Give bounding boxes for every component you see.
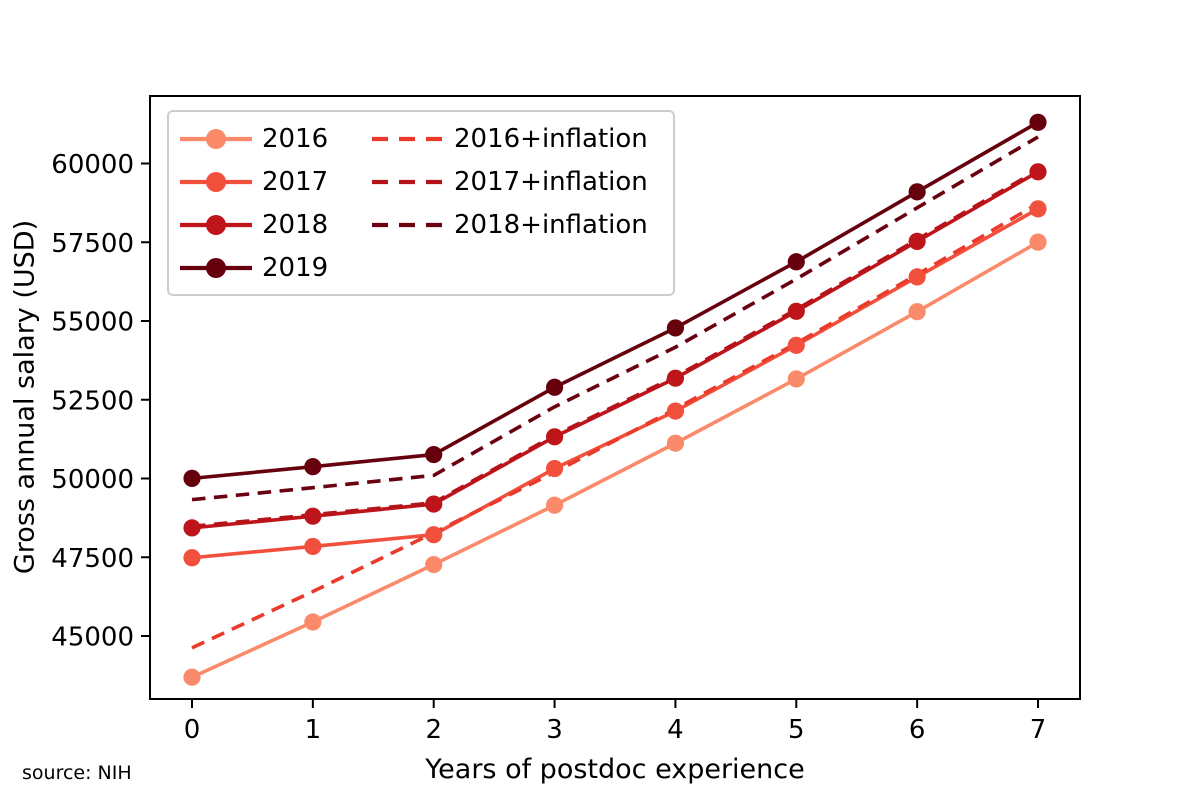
marker-2018-x7 — [1029, 163, 1047, 181]
y-tick-label: 50000 — [51, 465, 134, 495]
dashed-line-swatch-icon — [372, 222, 444, 227]
y-tick-label: 60000 — [51, 150, 134, 180]
legend-label: 2018+inflation — [454, 209, 648, 240]
legend-item-2017-plus-inflation: 2017+inflation — [372, 160, 648, 203]
dashed-line-swatch-icon — [372, 136, 444, 141]
marker-2018-x2 — [425, 495, 443, 513]
marker-2017-x6 — [908, 268, 926, 286]
marker-2017-x2 — [425, 526, 443, 544]
legend-label: 2016 — [262, 123, 329, 154]
marker-2017-x7 — [1029, 200, 1047, 218]
marker-2016-x6 — [908, 303, 926, 321]
legend-label: 2017+inflation — [454, 166, 648, 197]
series-line-2019 — [191, 120, 1039, 481]
line-marker-swatch-icon — [180, 128, 252, 149]
marker-2016-x3 — [545, 496, 564, 514]
legend-item-2018: 2018 — [180, 203, 372, 246]
series-line-2016-plus-inflation — [191, 201, 1039, 650]
marker-2016-x0 — [183, 668, 201, 686]
legend-item-2016-plus-inflation: 2016+inflation — [372, 117, 648, 160]
marker-2018-x0 — [183, 519, 201, 537]
legend-label: 2018 — [262, 209, 329, 240]
legend-item-2016: 2016 — [180, 117, 372, 160]
legend-item-2019: 2019 — [180, 246, 372, 289]
marker-2016-x1 — [304, 613, 322, 631]
marker-2017-x0 — [183, 549, 201, 567]
marker-2019-x4 — [666, 319, 685, 337]
legend-column: 2016+inflation 2017+inflation 2018+inflati… — [372, 117, 648, 289]
x-tick-label: 7 — [1030, 715, 1047, 745]
line-marker-swatch-icon — [180, 171, 252, 192]
legend: 2016 2017 2018 2019 2016+inflation 2017+infla… — [167, 110, 675, 296]
marker-2016-x4 — [666, 434, 685, 452]
y-tick-label: 47500 — [51, 544, 134, 574]
y-axis-title: Gross annual salary (USD) — [9, 219, 41, 575]
marker-2019-x2 — [425, 445, 443, 464]
marker-2017-x1 — [304, 537, 322, 556]
marker-2019-x1 — [304, 458, 322, 476]
line-marker-swatch-icon — [180, 257, 252, 278]
x-tick-label: 6 — [909, 715, 926, 745]
marker-2016-x2 — [425, 555, 443, 574]
y-tick-label: 57500 — [51, 229, 134, 259]
marker-2016-x7 — [1029, 233, 1047, 251]
x-tick-label: 3 — [546, 715, 563, 745]
y-tick-label: 52500 — [51, 386, 134, 416]
x-tick-label: 0 — [184, 715, 201, 745]
marker-2016-x5 — [787, 370, 805, 388]
marker-2017-x5 — [787, 336, 805, 354]
marker-2019-x3 — [545, 378, 564, 396]
marker-2018-x6 — [908, 232, 926, 250]
dashed-line-swatch-icon — [372, 179, 444, 184]
line-marker-swatch-icon — [180, 214, 252, 235]
marker-2018-x3 — [545, 428, 564, 446]
marker-2019-x5 — [787, 253, 805, 271]
marker-2019-x6 — [908, 183, 926, 201]
marker-2017-x4 — [666, 402, 685, 420]
x-tick-label: 5 — [788, 715, 805, 745]
source-note: source: NIH — [22, 762, 132, 784]
marker-2017-x3 — [545, 459, 564, 478]
marker-2019-x7 — [1029, 113, 1047, 131]
series-line-2018-plus-inflation — [191, 135, 1039, 502]
x-tick-label: 2 — [425, 715, 442, 745]
x-tick-label: 1 — [305, 715, 322, 745]
legend-item-2018-plus-inflation: 2018+inflation — [372, 203, 648, 246]
legend-item-2017: 2017 — [180, 160, 372, 203]
x-axis-title: Years of postdoc experience — [425, 754, 805, 785]
marker-2018-x5 — [787, 302, 805, 320]
legend-label: 2017 — [262, 166, 329, 197]
y-tick-label: 45000 — [51, 623, 134, 653]
legend-label: 2016+inflation — [454, 123, 648, 154]
marker-2018-x4 — [666, 369, 685, 387]
y-tick-label: 55000 — [51, 308, 134, 338]
marker-2019-x0 — [183, 469, 201, 487]
series-line-2017-plus-inflation — [191, 168, 1039, 529]
legend-label: 2019 — [262, 252, 329, 283]
x-tick-label: 4 — [667, 715, 684, 745]
legend-column: 2016 2017 2018 2019 — [180, 117, 372, 289]
marker-2018-x1 — [304, 507, 322, 525]
series-line-2016 — [191, 240, 1039, 679]
